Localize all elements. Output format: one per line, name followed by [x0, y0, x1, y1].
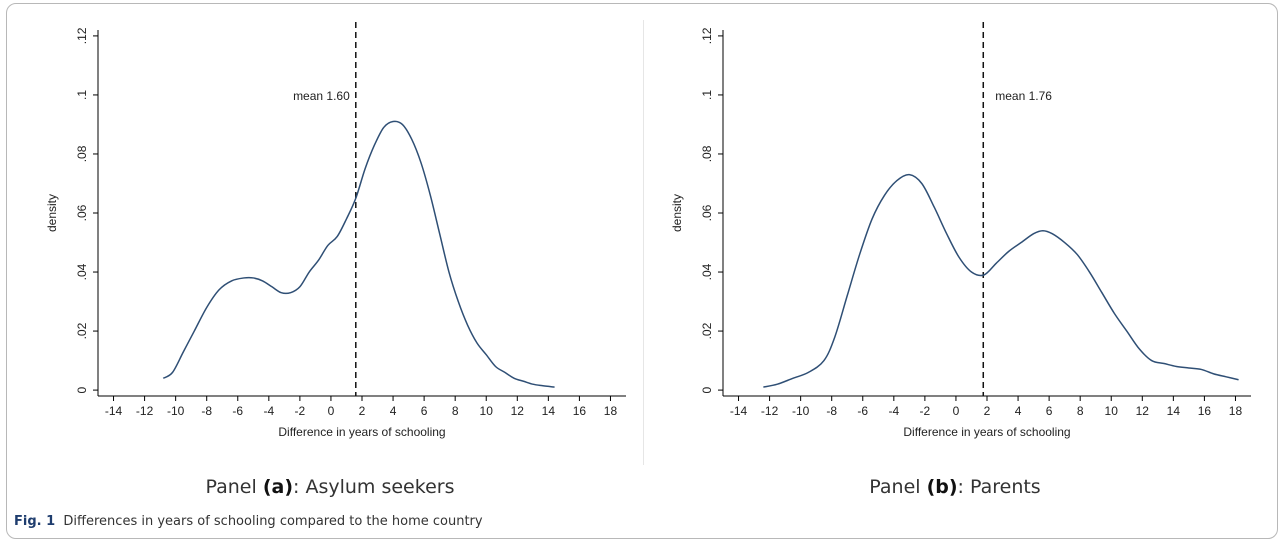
- panel-b-label: Panel (b): Parents: [645, 476, 1265, 498]
- panel-a-label: Panel (a): Asylum seekers: [20, 476, 640, 498]
- figure-caption: Fig. 1 Differences in years of schooling…: [14, 514, 483, 529]
- x-tick-label: 12: [511, 404, 525, 418]
- y-tick-label: 0: [75, 386, 89, 393]
- y-tick-label: 0: [700, 386, 714, 393]
- panel-a-letter: (a): [262, 476, 294, 498]
- x-tick-label: 18: [1229, 404, 1243, 418]
- chart-panel-b: -14 -12 -10 -8 -6 -4 -2 0 2 4 6 8 10 12 14 16 18 0 .02 .04.…: [670, 22, 1251, 439]
- x-tick-label: 6: [1046, 404, 1053, 418]
- mean-label: mean 1.60: [293, 89, 350, 103]
- x-tick-label: 2: [984, 404, 991, 418]
- x-tick-label: 0: [328, 404, 335, 418]
- y-tick-label: .08: [700, 145, 714, 162]
- x-tick-label: 14: [1167, 404, 1181, 418]
- panel-a-prefix: Panel: [205, 476, 263, 498]
- x-tick-label: 8: [1077, 404, 1084, 418]
- density-curve: [162, 120, 555, 388]
- x-tick-label: 10: [1105, 404, 1119, 418]
- x-tick-label: -6: [232, 404, 243, 418]
- x-tick-label: 16: [573, 404, 587, 418]
- y-tick-label: .04: [75, 263, 89, 280]
- y-tick-label: .1: [700, 90, 714, 100]
- x-tick-label: -4: [263, 404, 274, 418]
- y-tick-label: .02: [700, 322, 714, 339]
- x-tick-label: 2: [359, 404, 366, 418]
- x-tick-label: -12: [136, 404, 154, 418]
- x-tick-label: -10: [792, 404, 810, 418]
- caption-text: Differences in years of schooling compar…: [63, 514, 483, 529]
- x-tick-label: -14: [730, 404, 748, 418]
- panel-divider: [643, 20, 644, 465]
- x-tick-label: -8: [201, 404, 212, 418]
- x-axis-title: Difference in years of schooling: [903, 425, 1070, 439]
- x-tick-label: -8: [826, 404, 837, 418]
- x-tick-label: 4: [390, 404, 397, 418]
- y-tick-label: .06: [700, 204, 714, 221]
- x-tick-label: 10: [480, 404, 494, 418]
- y-tick-label: .1: [75, 90, 89, 100]
- x-tick-label: 6: [421, 404, 428, 418]
- y-tick-label: .06: [75, 204, 89, 221]
- figure-frame: [6, 3, 1278, 539]
- density-curve: [763, 173, 1239, 388]
- x-tick-label: -2: [920, 404, 931, 418]
- x-tick-label: -10: [167, 404, 185, 418]
- x-tick-label: -14: [105, 404, 123, 418]
- y-tick-label: .12: [75, 27, 89, 44]
- y-axis-title: density: [670, 194, 684, 232]
- mean-label: mean 1.76: [995, 89, 1052, 103]
- x-tick-label: -4: [888, 404, 899, 418]
- x-tick-label: 8: [452, 404, 459, 418]
- x-tick-label: 18: [604, 404, 618, 418]
- y-axis-title: density: [45, 194, 59, 232]
- x-tick-label: 12: [1136, 404, 1150, 418]
- panel-a-suffix: : Asylum seekers: [293, 476, 455, 498]
- panel-b-suffix: : Parents: [957, 476, 1041, 498]
- x-tick-label: -12: [761, 404, 779, 418]
- y-tick-label: .04: [700, 263, 714, 280]
- panel-b-prefix: Panel: [869, 476, 927, 498]
- caption-label: Fig. 1: [14, 514, 56, 529]
- chart-panel-a: -14 -12 -10 -8 -6 -4 -2 0 2 4 6 8 10 12 14 16 18 0 .02 .04.…: [45, 22, 626, 439]
- x-axis-title: Difference in years of schooling: [278, 425, 445, 439]
- x-tick-label: 4: [1015, 404, 1022, 418]
- panel-b-letter: (b): [926, 476, 958, 498]
- y-tick-label: .02: [75, 322, 89, 339]
- x-tick-label: 0: [953, 404, 960, 418]
- y-tick-label: .08: [75, 145, 89, 162]
- x-tick-label: 14: [542, 404, 556, 418]
- x-tick-label: 16: [1198, 404, 1212, 418]
- x-tick-label: -6: [857, 404, 868, 418]
- x-tick-label: -2: [295, 404, 306, 418]
- y-tick-label: .12: [700, 27, 714, 44]
